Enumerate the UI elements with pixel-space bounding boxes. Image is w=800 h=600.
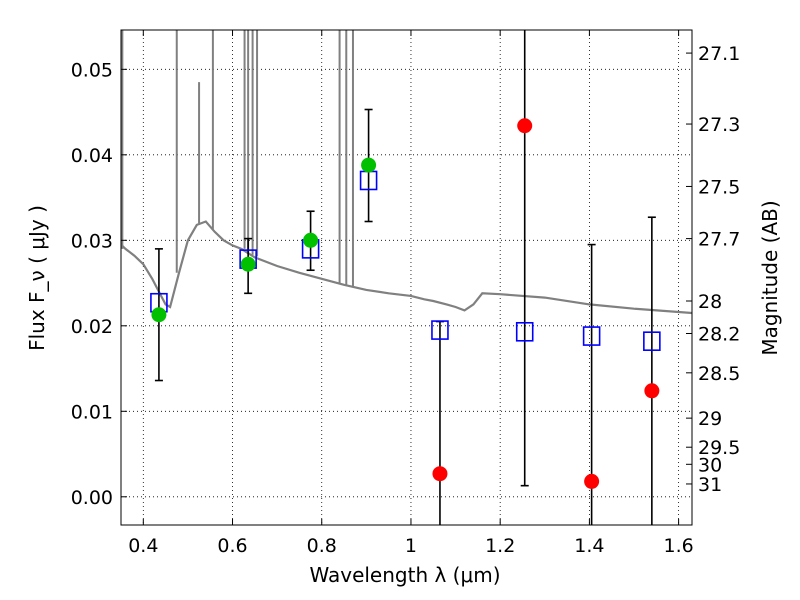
x-tick-label: 0.6 [217, 535, 247, 557]
observed-flux-point [644, 383, 660, 399]
grid-lines [121, 30, 692, 525]
data-markers [150, 118, 661, 489]
error-bars [154, 30, 656, 525]
y2-axis-label: Magnitude (AB) [758, 200, 782, 355]
y-tick-label: 0.02 [71, 316, 113, 338]
y-tick-label: 0.04 [71, 145, 113, 167]
x-tick-label: 0.8 [307, 535, 337, 557]
y-tick-label: 0.01 [71, 401, 113, 423]
y2-tick-label: 30 [698, 454, 722, 476]
model-flux-square [515, 321, 534, 342]
plot-frame [120, 29, 693, 526]
model-flux-square [643, 331, 661, 351]
y2-tick-label: 28.2 [698, 323, 740, 345]
y2-tick-label: 29.5 [698, 437, 740, 459]
y2-tick-label: 27.5 [698, 176, 740, 198]
x-axis-label: Wavelength λ (μm) [309, 563, 500, 587]
y2-tick-label: 27.3 [698, 114, 740, 136]
y2-tick-label: 28 [698, 291, 722, 313]
observed-flux-point [303, 232, 319, 248]
y-tick-label: 0.00 [71, 487, 113, 509]
observed-flux-point [240, 256, 256, 272]
model-flux-square [582, 326, 601, 346]
x-tick-label: 0.4 [128, 535, 158, 557]
observed-flux-point [432, 466, 448, 482]
x-tick-label: 1 [405, 535, 417, 557]
x-tick-label: 1.6 [664, 535, 694, 557]
observed-flux-point [361, 157, 377, 173]
y-tick-label: 0.05 [71, 59, 113, 81]
model-spectrum-line [121, 220, 692, 315]
y2-tick-label: 27.1 [698, 43, 740, 65]
axis-ticks: 0.4 0.6 0.8 1 1.2 1.4 1.6 0.00 0.01 0.02 0.03 0.04 0… [71, 30, 740, 557]
y-axis-label: Flux F_ν ( μJy ) [25, 205, 49, 351]
y2-tick-label: 27.7 [698, 229, 740, 251]
observed-flux-point [151, 307, 167, 323]
y-tick-label: 0.03 [71, 230, 113, 252]
x-tick-label: 1.2 [485, 535, 515, 557]
x-tick-label: 1.4 [574, 535, 604, 557]
model-spectrum [121, 30, 692, 315]
model-flux-square [431, 320, 449, 340]
observed-flux-point [517, 118, 533, 134]
y2-tick-label: 31 [698, 474, 722, 496]
observed-flux-point [584, 473, 600, 489]
y2-tick-label: 29 [698, 408, 722, 430]
y2-tick-label: 28.5 [698, 363, 740, 385]
